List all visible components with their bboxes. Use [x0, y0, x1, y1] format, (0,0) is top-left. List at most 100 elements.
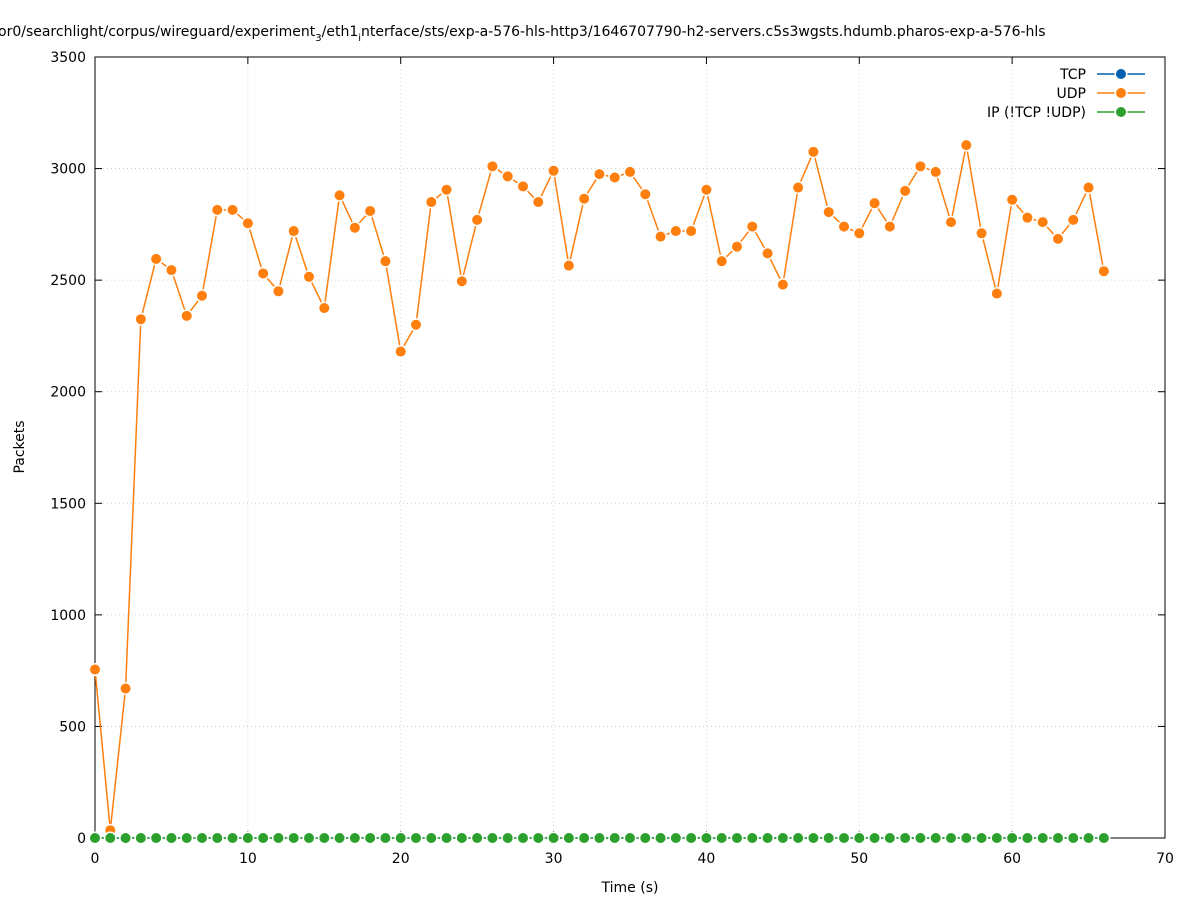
data-point-ip-other: [304, 833, 314, 843]
data-point-udp: [166, 265, 177, 276]
data-point-udp: [900, 185, 911, 196]
data-point-ip-other: [884, 833, 895, 843]
data-point-ip-other: [563, 833, 574, 843]
data-point-udp: [1022, 212, 1033, 223]
data-point-udp: [1037, 217, 1048, 228]
data-point-ip-other: [518, 833, 528, 843]
data-point-udp: [946, 217, 956, 228]
data-point-udp: [411, 319, 421, 330]
data-point-udp: [594, 169, 605, 180]
data-point-ip-other: [732, 833, 742, 843]
data-point-ip-other: [120, 833, 131, 843]
data-point-ip-other: [380, 833, 391, 843]
data-point-ip-other: [1098, 833, 1109, 843]
data-point-ip-other: [197, 833, 207, 843]
legend-marker-tcp: [1116, 69, 1126, 79]
data-point-ip-other: [900, 833, 911, 843]
y-tick-label: 3000: [50, 162, 86, 178]
x-axis-label: Time (s): [601, 880, 659, 896]
series-udp: [88, 138, 1111, 837]
data-point-ip-other: [869, 833, 880, 843]
data-point-udp: [334, 190, 345, 201]
x-tick-label: 50: [850, 851, 868, 867]
data-point-udp: [502, 171, 513, 182]
data-point-ip-other: [365, 833, 376, 843]
data-point-ip-other: [670, 833, 681, 843]
data-point-udp: [686, 226, 697, 237]
x-tick-label: 70: [1156, 851, 1174, 867]
data-point-ip-other: [991, 833, 1002, 843]
data-point-ip-other: [976, 833, 987, 843]
data-point-udp: [777, 279, 788, 290]
data-point-ip-other: [747, 833, 758, 843]
data-point-ip-other: [166, 833, 177, 843]
data-point-ip-other: [426, 833, 437, 843]
data-point-ip-other: [777, 833, 788, 843]
y-axis-label: Packets: [12, 420, 28, 473]
data-point-ip-other: [655, 833, 666, 843]
data-point-udp: [930, 166, 941, 177]
legend-label-tcp: TCP: [1059, 67, 1086, 83]
y-tick-label: 0: [77, 831, 86, 847]
data-point-ip-other: [90, 833, 100, 843]
data-point-ip-other: [609, 833, 620, 843]
data-point-udp: [181, 310, 192, 321]
data-point-udp: [395, 346, 406, 357]
data-point-udp: [365, 205, 376, 216]
x-tick-label: 40: [698, 851, 716, 867]
series-layer: [88, 138, 1111, 845]
legend-marker-ip-other: [1116, 107, 1126, 117]
data-point-udp: [808, 146, 819, 157]
x-tick-label: 10: [239, 851, 257, 867]
data-point-ip-other: [808, 833, 819, 843]
data-point-udp: [273, 286, 284, 297]
data-point-udp: [518, 181, 528, 192]
data-point-ip-other: [456, 833, 467, 843]
data-point-udp: [1068, 214, 1079, 225]
legend: TCP UDP IP (!TCP !UDP): [987, 67, 1145, 121]
data-point-ip-other: [686, 833, 697, 843]
data-point-ip-other: [823, 833, 834, 843]
y-tick-label: 500: [59, 719, 86, 735]
data-point-udp: [380, 256, 391, 267]
data-point-udp: [563, 260, 574, 271]
data-point-udp: [670, 226, 681, 237]
data-point-udp: [762, 248, 773, 259]
x-tick-label: 30: [545, 851, 563, 867]
data-point-udp: [90, 664, 100, 675]
data-point-ip-other: [258, 833, 269, 843]
data-point-udp: [823, 207, 834, 218]
y-tick-label: 2000: [50, 385, 86, 401]
data-point-ip-other: [288, 833, 299, 843]
data-point-udp: [472, 214, 483, 225]
data-point-ip-other: [1068, 833, 1079, 843]
y-tick-label: 2500: [50, 273, 86, 289]
chart-title: or0/searchlight/corpus/wireguard/experim…: [0, 24, 1046, 44]
data-point-udp: [227, 204, 238, 215]
data-point-udp: [640, 189, 651, 200]
data-point-ip-other: [242, 833, 253, 843]
data-point-udp: [884, 221, 895, 232]
data-point-udp: [135, 314, 146, 325]
data-point-udp: [609, 172, 620, 183]
data-point-udp: [716, 256, 727, 267]
data-point-ip-other: [349, 833, 360, 843]
y-tick-label: 3500: [50, 50, 86, 66]
data-point-udp: [1083, 182, 1094, 193]
data-point-ip-other: [640, 833, 651, 843]
data-point-udp: [288, 226, 299, 237]
data-point-ip-other: [594, 833, 605, 843]
data-point-ip-other: [273, 833, 284, 843]
data-point-udp: [1053, 233, 1063, 244]
legend-label-ip-other: IP (!TCP !UDP): [987, 105, 1086, 121]
data-point-udp: [869, 198, 880, 209]
data-point-udp: [747, 221, 758, 232]
data-point-ip-other: [411, 833, 421, 843]
data-point-ip-other: [930, 833, 941, 843]
legend-label-udp: UDP: [1057, 86, 1086, 102]
data-point-udp: [319, 303, 330, 314]
data-point-ip-other: [762, 833, 773, 843]
data-point-ip-other: [319, 833, 330, 843]
data-point-udp: [120, 683, 131, 694]
